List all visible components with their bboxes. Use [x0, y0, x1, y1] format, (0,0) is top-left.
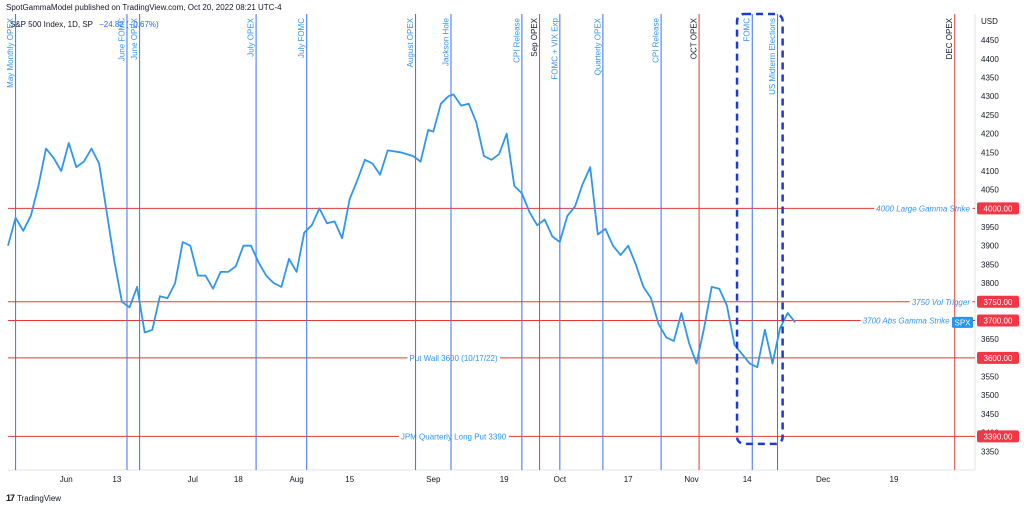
- price-tick-label: 4300: [981, 92, 999, 101]
- time-tick-label: 17: [624, 475, 633, 484]
- time-tick-label: Sep: [426, 475, 441, 484]
- level-badge-text: 3600.00: [984, 354, 1013, 363]
- event-label: Quarterly OPEX: [593, 17, 602, 75]
- event-label: Jackson Hole: [441, 17, 450, 66]
- level-badge-text: 3390.00: [984, 432, 1013, 441]
- axis-unit-label: USD: [981, 17, 998, 26]
- price-tick-label: 3900: [981, 242, 999, 251]
- price-tick-label: 4100: [981, 167, 999, 176]
- time-tick-label: 15: [345, 475, 354, 484]
- time-tick-label: Jul: [188, 475, 198, 484]
- level-label-bg: [874, 203, 973, 215]
- price-tick-label: 3500: [981, 391, 999, 400]
- price-label-text: SPX: [954, 318, 971, 327]
- price-tick-label: 3350: [981, 447, 999, 456]
- price-tick-label: 3450: [981, 410, 999, 419]
- time-tick-label: Nov: [684, 475, 698, 484]
- level-badge: [977, 351, 1019, 364]
- time-tick-label: 19: [500, 475, 509, 484]
- time-tick-label: Oct: [554, 475, 567, 484]
- level-lines: 4000 Large Gamma Strike 3750 Vol Trigger 3…: [8, 203, 975, 443]
- symbol-legend[interactable]: S&P 500 Index, 1D, SP −24.82 (−0.67%): [10, 20, 159, 29]
- tradingview-logo[interactable]: 17 TradingView: [6, 493, 61, 503]
- level-label: 3750 Vol Trigger: [912, 298, 971, 307]
- price-axis: USD3350340034503500355036503800385039003…: [952, 17, 1019, 456]
- level-badge-text: 3700.00: [984, 316, 1013, 325]
- event-label: CPI Release: [512, 17, 521, 62]
- event-label: June OPEX: [130, 17, 139, 59]
- highlight-box-group: [735, 12, 784, 446]
- price-tick-label: 3850: [981, 260, 999, 269]
- event-label: May Monthly OPEX: [6, 17, 15, 87]
- time-tick-label: 13: [112, 475, 121, 484]
- event-label: June FOMC: [117, 18, 126, 61]
- time-tick-label: 14: [743, 475, 752, 484]
- published-header: SpotGammaModel published on TradingView.…: [6, 3, 282, 12]
- level-badge: [977, 314, 1019, 327]
- time-tick-label: Aug: [289, 475, 303, 484]
- event-label: August OPEX: [406, 17, 415, 67]
- time-axis: Jun 13 Jul 18 Aug 15 Sep 19 Oct 17 Nov 14 Dec 19: [60, 475, 899, 484]
- level-label: 3700 Abs Gamma Strike (10/1: [863, 316, 970, 325]
- price-tick-label: 3950: [981, 223, 999, 232]
- level-label-bg: [398, 431, 509, 443]
- event-lines: May Monthly OPEX June FOMC June OPEX July O…: [6, 14, 956, 470]
- level-label: 4000 Large Gamma Strike: [876, 204, 970, 213]
- level-label: JPM Quarterly Long Put 3390: [401, 432, 507, 441]
- price-label-badge: [952, 316, 973, 328]
- event-label: CPI Release: [652, 17, 661, 62]
- price-tick-label: 4450: [981, 36, 999, 45]
- time-tick-label: Dec: [816, 475, 830, 484]
- level-badge: [977, 430, 1019, 443]
- tradingview-text: TradingView: [17, 493, 62, 503]
- price-line[interactable]: [7, 93, 796, 369]
- price-tick-label: 4400: [981, 55, 999, 64]
- level-label-bg: [407, 352, 500, 364]
- time-tick-label: Jun: [60, 475, 73, 484]
- plot-area: [8, 14, 976, 471]
- event-label: Sep OPEX: [530, 17, 539, 56]
- price-tick-label: 4250: [981, 111, 999, 120]
- level-badge-text: 3750.00: [984, 298, 1013, 307]
- level-badge: [977, 295, 1019, 308]
- price-change: −24.82 (−0.67%): [99, 20, 159, 29]
- time-tick-label: 18: [234, 475, 243, 484]
- event-label: July OPEX: [247, 17, 256, 56]
- price-tick-label: 4050: [981, 186, 999, 195]
- event-label: FOMC: [743, 18, 752, 42]
- level-badge-text: 4000.00: [984, 204, 1013, 213]
- event-label: July FOMC: [297, 18, 306, 58]
- price-tick-label: 4150: [981, 148, 999, 157]
- tradingview-mark-icon: 17: [6, 493, 15, 503]
- event-label: DEC OPEX: [945, 17, 954, 59]
- price-tick-label: 4200: [981, 130, 999, 139]
- event-label: US Midterm Elections: [768, 18, 777, 95]
- price-tick-label: 4350: [981, 74, 999, 83]
- level-badge: [977, 202, 1019, 215]
- highlight-box: [735, 12, 784, 446]
- price-tick-label: 3800: [981, 279, 999, 288]
- time-tick-label: 19: [890, 475, 899, 484]
- level-label-bg: [860, 315, 972, 327]
- price-tick-label: 3650: [981, 335, 999, 344]
- symbol-name: S&P 500 Index, 1D, SP: [10, 20, 93, 29]
- event-label: OCT OPEX: [690, 17, 699, 59]
- price-tick-label: 3550: [981, 373, 999, 382]
- event-label: FOMC + VIX Exp: [550, 17, 559, 79]
- price-series: [7, 93, 796, 369]
- level-label: Put Wall 3600 (10/17/22): [409, 354, 498, 363]
- level-label-bg: [909, 296, 973, 308]
